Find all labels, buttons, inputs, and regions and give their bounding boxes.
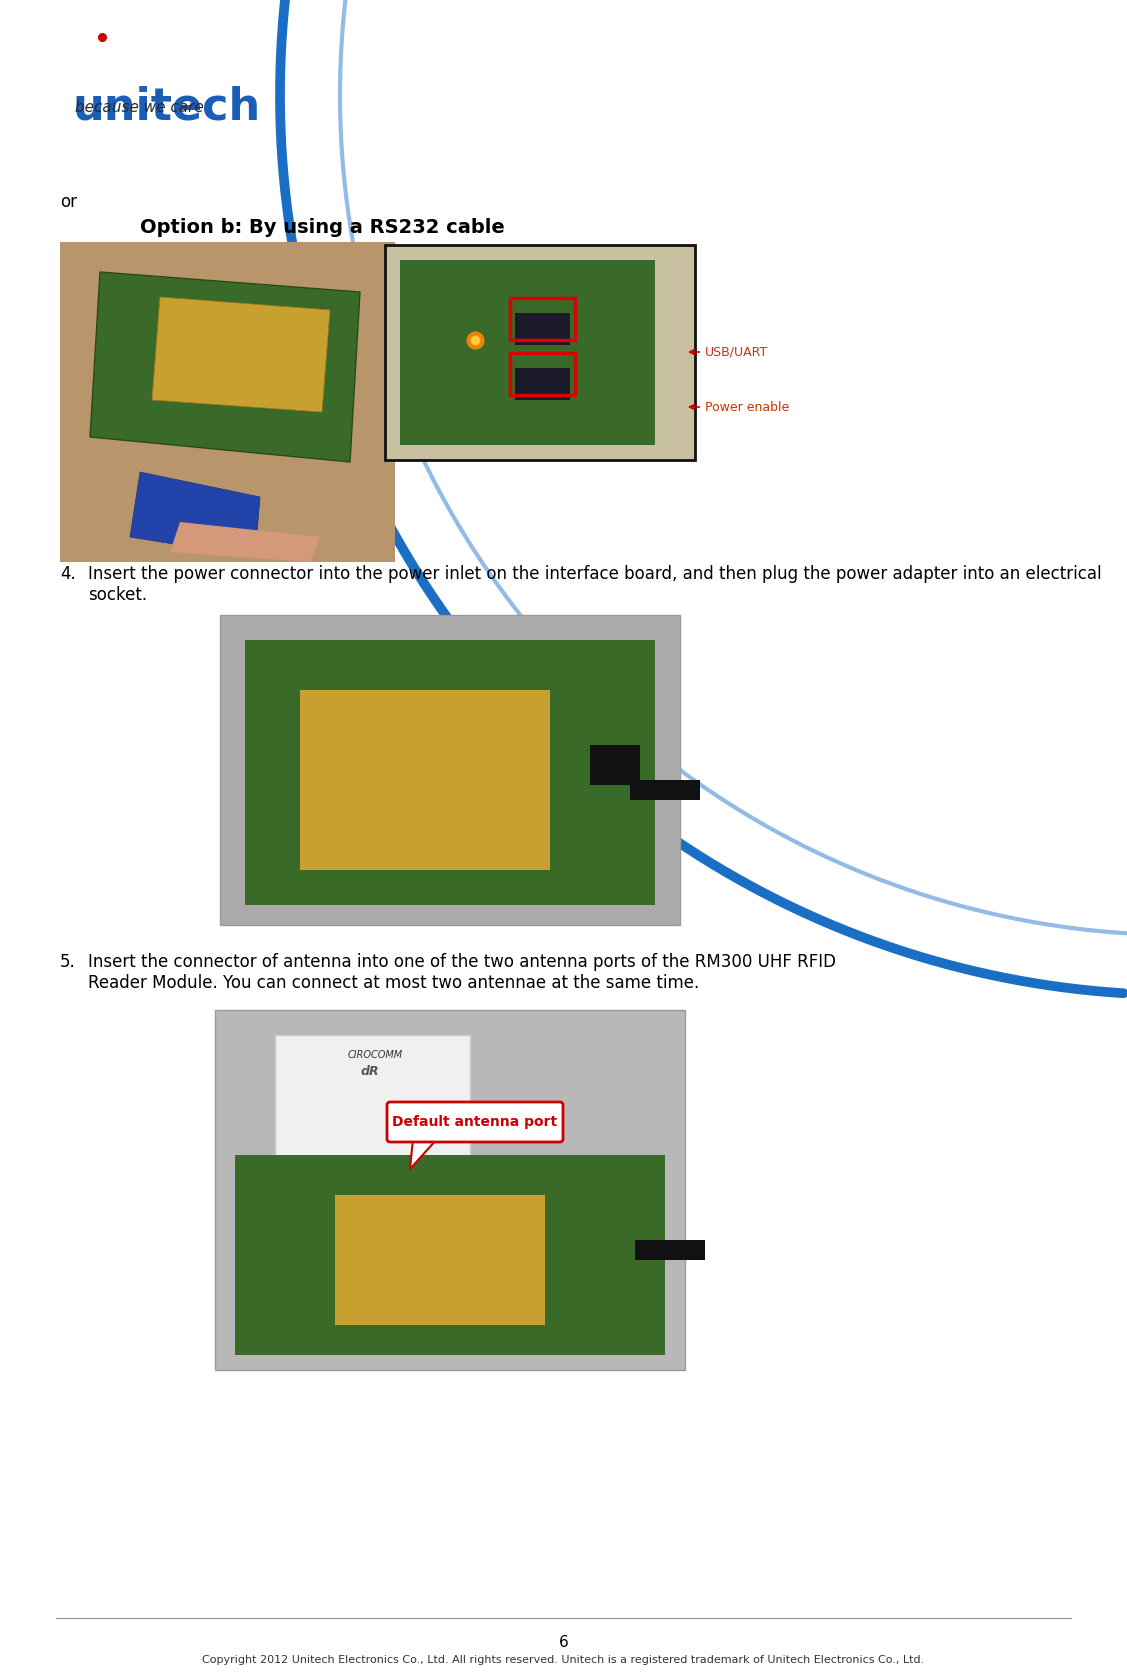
FancyBboxPatch shape [515,314,570,345]
FancyBboxPatch shape [591,745,640,785]
Text: Insert the power connector into the power inlet on the interface board, and then: Insert the power connector into the powe… [88,565,1101,604]
FancyBboxPatch shape [300,689,550,870]
FancyBboxPatch shape [236,1155,665,1355]
FancyBboxPatch shape [335,1196,545,1325]
FancyBboxPatch shape [400,260,655,444]
FancyBboxPatch shape [215,1010,685,1370]
Text: 6: 6 [559,1635,568,1650]
Text: CIROCOMM: CIROCOMM [347,1050,402,1060]
FancyBboxPatch shape [515,367,570,401]
Text: unitech: unitech [72,86,260,127]
FancyBboxPatch shape [60,241,394,562]
Text: 5.: 5. [60,953,76,971]
Text: Option b: By using a RS232 cable: Option b: By using a RS232 cable [140,218,505,236]
Text: Power enable: Power enable [690,401,789,414]
Text: Copyright 2012 Unitech Electronics Co., Ltd. All rights reserved. Unitech is a r: Copyright 2012 Unitech Electronics Co., … [203,1655,924,1665]
FancyBboxPatch shape [630,780,700,800]
Polygon shape [170,522,320,562]
FancyBboxPatch shape [387,1102,564,1142]
Text: dR: dR [361,1065,380,1078]
Polygon shape [130,471,260,557]
Text: because we care: because we care [76,101,204,116]
Text: or: or [60,193,77,211]
Text: USB/UART: USB/UART [690,345,769,359]
Text: 4.: 4. [60,565,76,584]
Text: Insert the connector of antenna into one of the two antenna ports of the RM300 U: Insert the connector of antenna into one… [88,953,836,991]
FancyBboxPatch shape [220,615,680,926]
Polygon shape [152,297,330,413]
FancyBboxPatch shape [275,1035,470,1196]
FancyBboxPatch shape [385,245,695,459]
Polygon shape [90,272,360,461]
FancyBboxPatch shape [635,1239,706,1259]
Polygon shape [410,1139,437,1169]
FancyBboxPatch shape [245,641,655,906]
Text: Default antenna port: Default antenna port [392,1115,558,1129]
